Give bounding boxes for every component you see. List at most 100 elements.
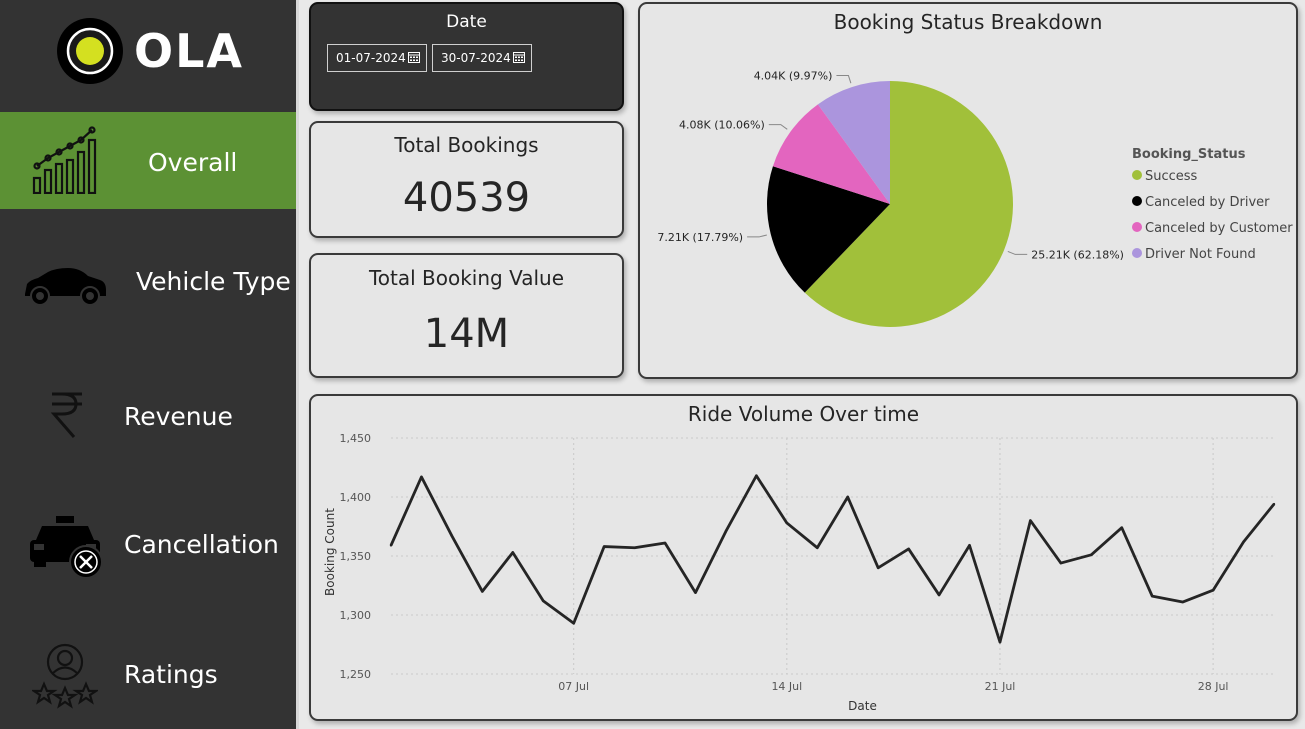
pie-slice-canceled-by-customer[interactable]	[772, 104, 890, 204]
nav-item-vehicle-type[interactable]: Vehicle Type	[0, 232, 296, 329]
user-stars-icon	[32, 643, 98, 709]
legend-marker	[1132, 248, 1142, 258]
nav-item-overall[interactable]: Overall	[0, 112, 296, 209]
y-tick-label: 1,400	[340, 491, 372, 504]
pie-chart-title: Booking Status Breakdown	[833, 10, 1103, 34]
total-bookings-title: Total Bookings	[394, 133, 539, 157]
pie-leader-line	[747, 234, 767, 238]
ola-logo: OLA	[56, 16, 246, 86]
nav-label-cancellation: Cancellation	[124, 530, 279, 559]
end-date-input[interactable]: 30-07-2024	[432, 44, 532, 72]
data-point[interactable]	[1029, 519, 1032, 522]
nav-item-cancellation[interactable]: Cancellation	[0, 498, 296, 595]
data-point[interactable]	[968, 544, 971, 547]
car-icon	[25, 268, 106, 306]
data-point[interactable]	[1059, 561, 1063, 565]
total-booking-value-title: Total Booking Value	[368, 266, 565, 290]
y-tick-label: 1,450	[340, 432, 372, 445]
total-bookings-value: 40539	[402, 175, 531, 221]
data-point[interactable]	[511, 551, 514, 554]
legend-item[interactable]: Driver Not Found	[1145, 247, 1256, 262]
pie-leader-line	[1007, 250, 1028, 255]
data-point[interactable]	[481, 590, 484, 593]
pie-leader-line	[836, 75, 852, 84]
nav-label-revenue: Revenue	[124, 402, 233, 431]
data-point[interactable]	[420, 475, 423, 479]
data-point[interactable]	[876, 566, 880, 569]
legend-title: Booking_Status	[1132, 147, 1246, 162]
x-axis-label: Date	[848, 699, 877, 713]
data-point[interactable]	[1090, 553, 1093, 557]
data-point[interactable]	[1211, 589, 1215, 592]
y-axis-label: Booking Count	[323, 508, 337, 596]
x-tick-label: 28 Jul	[1198, 680, 1229, 693]
pie-chart: 25.21K (62.18%) 7.21K (17.79%) 4.08K (10.0…	[657, 70, 1293, 327]
nav-label-overall: Overall	[148, 148, 238, 177]
data-point[interactable]	[542, 599, 545, 603]
total-booking-value-value: 14M	[423, 311, 510, 357]
total-bookings-card: Total Bookings 40539	[309, 121, 624, 238]
data-point[interactable]	[602, 545, 606, 548]
line-chart-title: Ride Volume Over time	[687, 402, 920, 426]
rupee-icon	[50, 392, 82, 438]
legend-item[interactable]: Canceled by Customer	[1145, 221, 1293, 236]
pie-slice-success[interactable]	[804, 81, 1013, 327]
pie-slice-canceled-by-driver[interactable]	[767, 166, 890, 293]
pie-slice-driver-not-found[interactable]	[817, 81, 890, 204]
pie-data-label: 4.08K (10.06%)	[679, 119, 765, 132]
end-date-value: 30-07-2024	[441, 51, 511, 65]
legend-item[interactable]: Success	[1145, 169, 1198, 184]
booking-status-card: Booking Status Breakdown 25.21K (62.18%)…	[638, 2, 1298, 379]
data-point[interactable]	[998, 640, 1002, 644]
data-point[interactable]	[907, 547, 910, 551]
nav-item-ratings[interactable]: Ratings	[0, 628, 296, 725]
legend-marker	[1132, 196, 1142, 206]
y-tick-label: 1,350	[340, 550, 372, 563]
data-point[interactable]	[785, 521, 789, 525]
data-point[interactable]	[724, 530, 728, 533]
data-point[interactable]	[755, 474, 758, 477]
growth-chart-icon	[32, 126, 97, 194]
brand-name: OLA	[134, 24, 245, 78]
x-tick-label: 21 Jul	[985, 680, 1016, 693]
pie-data-label: 25.21K (62.18%)	[1031, 248, 1124, 261]
data-point[interactable]	[1272, 502, 1276, 506]
data-point[interactable]	[450, 534, 454, 538]
pie-data-label: 4.04K (9.97%)	[754, 70, 833, 83]
data-point[interactable]	[694, 591, 697, 594]
data-point[interactable]	[816, 546, 819, 549]
x-tick-label: 14 Jul	[771, 680, 802, 693]
sidebar-divider	[296, 0, 299, 729]
legend-marker	[1132, 170, 1142, 180]
nav-item-revenue[interactable]: Revenue	[0, 370, 296, 467]
ride-volume-card: Ride Volume Over time 1,450 1,400 1,350 1,3…	[309, 394, 1298, 721]
sidebar: OLA Overall Vehicle Type	[0, 0, 296, 729]
data-point[interactable]	[572, 622, 575, 625]
nav-label-vehicle-type: Vehicle Type	[136, 267, 291, 296]
x-tick-label: 07 Jul	[558, 680, 589, 693]
data-point[interactable]	[1242, 540, 1245, 544]
pie-data-label: 7.21K (17.79%)	[657, 231, 743, 244]
start-date-input[interactable]: 01-07-2024	[327, 44, 427, 72]
data-point[interactable]	[389, 544, 393, 547]
date-filter-card: Date 01-07-2024 30-07-2024	[309, 2, 624, 111]
data-point[interactable]	[937, 593, 941, 597]
legend-item[interactable]: Canceled by Driver	[1145, 195, 1270, 210]
calendar-icon[interactable]	[513, 51, 525, 63]
y-tick-label: 1,250	[340, 668, 372, 681]
data-point[interactable]	[846, 495, 849, 499]
data-point[interactable]	[663, 541, 667, 545]
y-tick-label: 1,300	[340, 609, 372, 622]
data-point[interactable]	[633, 546, 636, 549]
data-point[interactable]	[1120, 526, 1123, 529]
line-chart: 1,450 1,400 1,350 1,300 1,250 07 Jul 14 Jul 21 …	[323, 432, 1276, 713]
calendar-icon[interactable]	[408, 51, 420, 63]
nav-label-ratings: Ratings	[124, 660, 218, 689]
data-point[interactable]	[1151, 594, 1154, 598]
date-filter-title: Date	[446, 12, 487, 32]
data-point[interactable]	[1181, 600, 1184, 604]
ride-volume-series-line[interactable]	[389, 474, 1276, 644]
pie-leader-line	[768, 124, 788, 130]
legend-marker	[1132, 222, 1142, 232]
taxi-cancel-icon	[30, 516, 103, 579]
